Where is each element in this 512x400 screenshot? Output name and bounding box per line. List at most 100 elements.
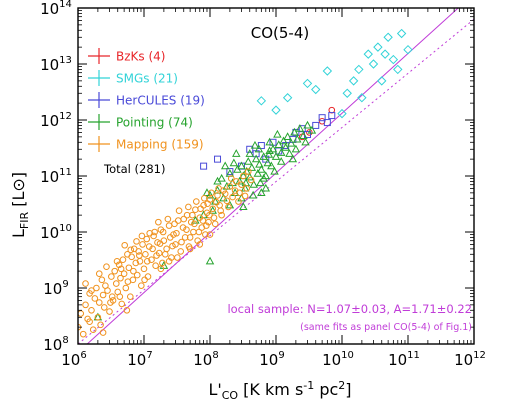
data-point <box>342 88 352 98</box>
legend-label: HerCULES (19) <box>116 94 205 108</box>
data-point <box>255 159 264 168</box>
data-point <box>78 310 85 317</box>
data-point <box>130 267 137 275</box>
x-tick-label: 108 <box>193 350 218 369</box>
legend-item: HerCULES (19) <box>88 92 205 108</box>
data-point <box>226 168 234 176</box>
data-point <box>189 211 196 219</box>
data-point <box>181 234 189 241</box>
data-point <box>217 173 226 182</box>
data-point <box>121 241 128 249</box>
data-point <box>122 284 130 292</box>
data-point <box>226 183 234 190</box>
data-point <box>263 158 272 167</box>
data-point <box>171 220 178 228</box>
series-bzks <box>298 106 336 141</box>
data-point <box>225 203 232 211</box>
y-tick-label: 1011 <box>40 167 72 186</box>
data-point <box>98 276 106 284</box>
data-point <box>259 173 268 182</box>
data-point <box>163 245 170 253</box>
data-point <box>95 299 103 306</box>
data-point <box>216 201 223 209</box>
data-point <box>247 176 255 184</box>
data-point <box>82 301 89 309</box>
data-point <box>142 250 149 258</box>
data-point <box>91 295 99 302</box>
data-point <box>323 119 331 127</box>
data-point <box>115 261 123 269</box>
x-tick-label: 1011 <box>388 350 420 369</box>
data-point <box>257 188 266 196</box>
data-point <box>106 308 113 315</box>
legend-label: Mapping (159) <box>116 138 204 152</box>
data-point <box>165 257 173 265</box>
data-point <box>322 66 333 76</box>
data-point <box>215 185 222 192</box>
data-point <box>209 205 217 213</box>
data-point <box>127 246 135 254</box>
data-point <box>274 140 283 148</box>
data-point <box>159 228 167 236</box>
data-point <box>144 273 152 280</box>
data-point <box>229 158 239 167</box>
data-point <box>235 198 242 205</box>
chart-title: CO(5-4) <box>251 24 309 42</box>
data-point <box>348 76 359 86</box>
data-point <box>201 194 208 202</box>
data-point <box>214 155 222 163</box>
data-point <box>187 218 195 226</box>
x-tick-label: 1010 <box>322 350 354 369</box>
data-point <box>94 313 102 321</box>
data-point <box>132 259 140 267</box>
series-pointing <box>93 120 317 321</box>
x-tick-label: 106 <box>61 350 86 369</box>
data-point <box>89 326 97 334</box>
data-point <box>214 192 221 199</box>
data-point <box>93 284 100 292</box>
data-point <box>205 256 215 265</box>
data-point <box>276 148 286 156</box>
data-point <box>155 218 162 226</box>
data-point <box>373 42 383 52</box>
data-point <box>223 197 231 205</box>
data-point <box>273 129 282 138</box>
data-point <box>363 49 373 59</box>
data-point <box>194 237 201 244</box>
data-point <box>196 241 204 248</box>
data-point <box>111 267 119 275</box>
data-point <box>238 181 245 188</box>
legend-label: SMGs (21) <box>116 72 178 86</box>
data-point <box>186 245 194 253</box>
data-point <box>150 232 157 240</box>
data-point <box>180 215 188 223</box>
data-point <box>357 93 367 103</box>
legend-label: BzKs (4) <box>116 50 165 64</box>
data-point <box>281 143 290 151</box>
data-point <box>118 300 126 308</box>
data-point <box>100 304 108 311</box>
data-point <box>318 117 326 125</box>
y-tick-label: 1013 <box>40 55 72 74</box>
data-point <box>311 84 321 95</box>
data-point <box>186 234 194 241</box>
legend-item: SMGs (21) <box>88 70 178 86</box>
data-point <box>138 232 146 240</box>
data-point <box>143 257 151 265</box>
data-point <box>113 257 121 265</box>
y-tick-label: 1012 <box>40 111 72 130</box>
data-point <box>140 265 148 273</box>
data-point <box>220 161 230 170</box>
data-point <box>86 318 93 326</box>
data-point <box>135 248 142 255</box>
data-point <box>251 154 261 163</box>
data-point <box>153 252 160 259</box>
data-point <box>112 280 120 287</box>
data-point <box>291 144 301 153</box>
data-point <box>219 193 228 202</box>
data-point <box>206 231 214 238</box>
x-tick-label: 107 <box>127 350 152 369</box>
data-point <box>117 265 125 273</box>
data-point <box>276 157 286 165</box>
